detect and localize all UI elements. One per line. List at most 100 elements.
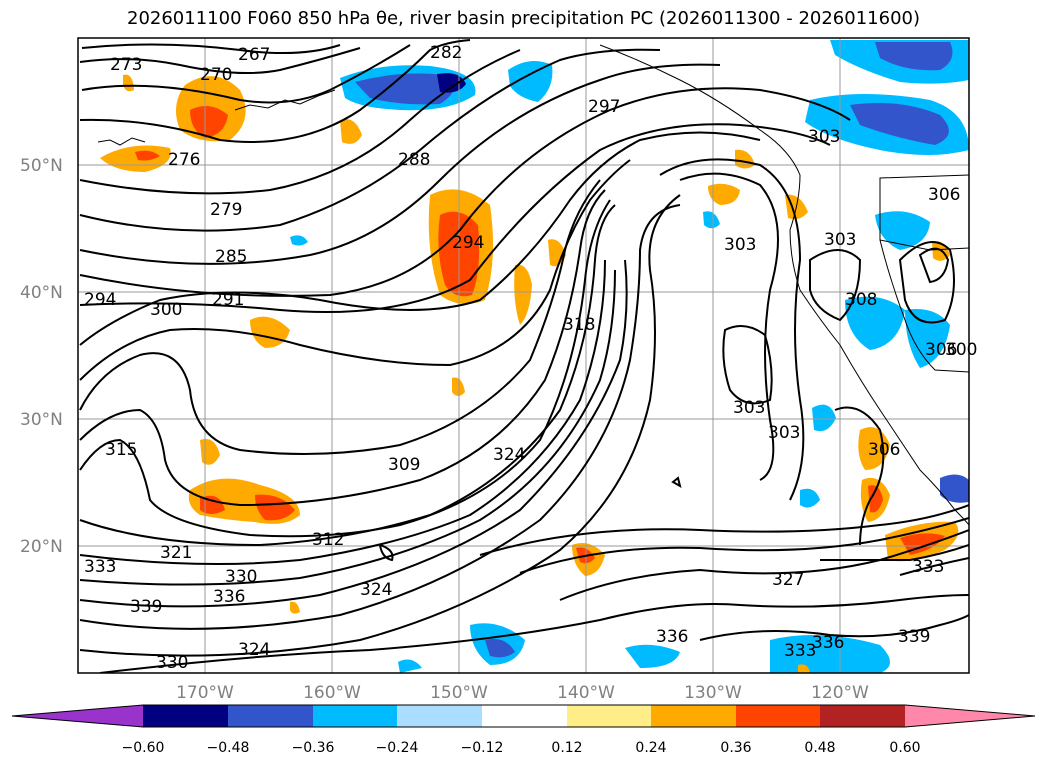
negative-patch	[485, 638, 515, 658]
colorbar-high-extend	[905, 705, 1035, 727]
lon-label-140w: 140°W	[557, 683, 615, 703]
contour-label: 300	[945, 340, 977, 360]
positive-patch	[123, 74, 134, 92]
positive-patch	[200, 495, 225, 514]
negative-patch	[812, 404, 836, 432]
positive-patch	[798, 664, 810, 673]
negative-patch	[625, 644, 680, 668]
map-title: 2026011100 F060 850 hPa θe, river basin …	[127, 8, 920, 29]
contour-label: 336	[812, 633, 844, 653]
contour-label: 339	[130, 597, 162, 617]
contour-label: 273	[110, 55, 142, 75]
negative-patch	[290, 235, 308, 246]
contour-label: 327	[772, 570, 804, 590]
colorbar-outline	[11, 704, 1036, 728]
contour-label: 291	[212, 290, 244, 310]
negative-patch	[940, 474, 969, 503]
contour-label: 321	[160, 543, 192, 563]
positive-patch	[514, 264, 532, 325]
colorbar-segment	[228, 705, 313, 727]
colorbar-tick-label: −0.24	[376, 740, 419, 756]
positive-patch	[708, 183, 740, 205]
contour-label: 282	[430, 43, 462, 63]
contour-label: 308	[845, 290, 877, 310]
colorbar-segment	[567, 705, 651, 727]
contour-label: 336	[213, 587, 245, 607]
contour-label: 276	[168, 150, 200, 170]
contour-label: 303	[768, 423, 800, 443]
lat-label-50n: 50°N	[20, 156, 63, 176]
contour-label: 333	[912, 557, 944, 577]
contour-label: 324	[238, 640, 270, 660]
colorbar-segment	[482, 705, 567, 727]
positive-patch	[868, 485, 883, 513]
contour-label: 312	[312, 530, 344, 550]
negative-patch	[355, 73, 454, 105]
negative-patch	[508, 61, 553, 102]
colorbar-tick-label: −0.60	[122, 740, 165, 756]
contour-label: 270	[200, 65, 232, 85]
lat-label-30n: 30°N	[20, 410, 63, 430]
negative-patch	[703, 211, 720, 229]
lon-label-160w: 160°W	[303, 683, 361, 703]
contour-label: 267	[238, 45, 270, 65]
colorbar: −0.60 −0.48 −0.36 −0.24 −0.12 0.12 0.24 …	[11, 704, 1036, 756]
colorbar-low-extend	[12, 705, 143, 727]
colorbar-tick-label: −0.36	[292, 740, 335, 756]
contour-label: 285	[215, 247, 247, 267]
contour-label-group: 267 270 273 276 279 282 285 288 291 294 …	[84, 43, 977, 673]
colorbar-tick-label: 0.24	[635, 740, 666, 756]
contour-label: 318	[563, 315, 595, 335]
precip-shading	[100, 40, 969, 673]
contour-label: 324	[493, 445, 525, 465]
colorbar-tick-label: −0.12	[461, 740, 504, 756]
colorbar-segment	[313, 705, 397, 727]
contour-label: 306	[868, 440, 900, 460]
colorbar-segment	[143, 705, 228, 727]
colorbar-tick-label: 0.60	[889, 740, 920, 756]
contour-label: 333	[84, 557, 116, 577]
colorbar-tick-label: 0.36	[720, 740, 751, 756]
colorbar-tick-label: −0.48	[207, 740, 250, 756]
negative-patch	[770, 635, 890, 673]
contour-label: 306	[928, 185, 960, 205]
contour-label: 306	[925, 340, 957, 360]
contour-label: 294	[452, 233, 484, 253]
contour-label: 324	[360, 580, 392, 600]
contour-label: 303	[733, 398, 765, 418]
negative-patch	[800, 488, 820, 508]
positive-patch	[735, 149, 755, 169]
contour-label: 303	[724, 235, 756, 255]
positive-patch	[255, 494, 295, 521]
contour-label: 303	[824, 230, 856, 250]
colorbar-segment	[736, 705, 820, 727]
lon-label-120w: 120°W	[811, 683, 869, 703]
lat-label-20n: 20°N	[20, 537, 63, 557]
lon-label-150w: 150°W	[430, 683, 488, 703]
contour-label: 294	[84, 290, 116, 310]
contour-label: 315	[105, 440, 137, 460]
contour-label: 339	[898, 627, 930, 647]
lon-label-130w: 130°W	[684, 683, 742, 703]
colorbar-tick-label: 0.12	[551, 740, 582, 756]
coastline	[97, 44, 969, 526]
contour-label: 336	[656, 627, 688, 647]
negative-patch	[905, 309, 950, 368]
lon-label-170w: 170°W	[176, 683, 234, 703]
positive-patch	[340, 119, 362, 144]
negative-patch	[875, 211, 930, 250]
positive-patch	[290, 601, 300, 614]
negative-patch	[875, 42, 953, 71]
contour-label: 300	[150, 300, 182, 320]
contour-label: 297	[588, 97, 620, 117]
map-border	[77, 37, 970, 674]
contour-label: 330	[156, 653, 188, 673]
theta-e-contours	[79, 39, 969, 673]
map-panel	[78, 38, 969, 673]
lat-label-40n: 40°N	[20, 283, 63, 303]
contour-label: 279	[210, 200, 242, 220]
contour-label: 288	[398, 150, 430, 170]
colorbar-segment	[651, 705, 736, 727]
colorbar-segment	[397, 705, 482, 727]
